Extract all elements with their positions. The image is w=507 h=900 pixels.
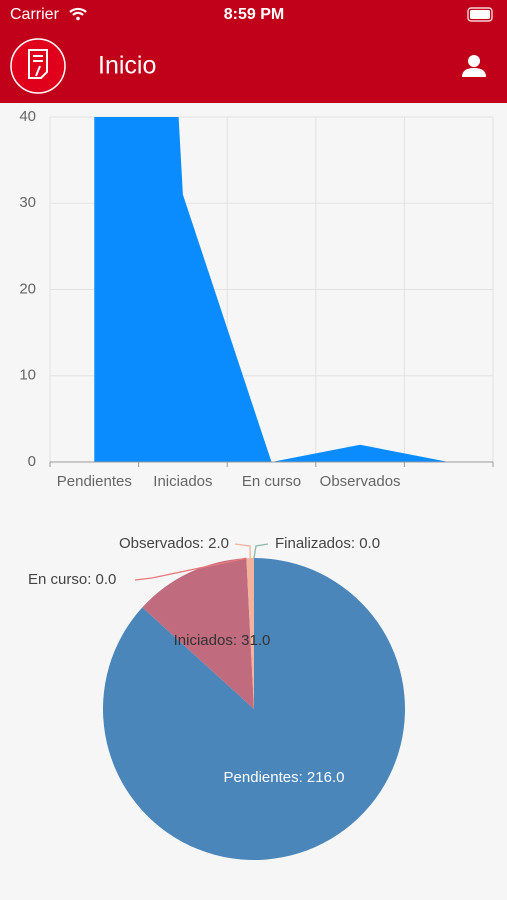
slice-label: Observados: 2.0 [119, 535, 229, 552]
logo-glyph [28, 49, 48, 79]
leader-line [234, 543, 251, 559]
clock: 8:59 PM [224, 6, 284, 23]
wifi-icon [69, 7, 87, 16]
slice-label: Iniciados: 31.0 [174, 632, 271, 649]
app-bar-bg [0, 0, 507, 103]
app-logo[interactable] [10, 38, 66, 94]
carrier: Carrier [10, 6, 60, 23]
slice-label: En curso: 0.0 [28, 571, 116, 588]
app-title: Inicio [98, 52, 156, 80]
x-tick-label: En curso [242, 473, 301, 490]
y-tick-label: 10 [19, 367, 36, 384]
y-tick-label: 0 [28, 453, 36, 470]
slice-label: Finalizados: 0.0 [275, 535, 380, 552]
battery-level [470, 10, 490, 19]
y-tick-label: 20 [19, 280, 36, 297]
wifi-dot [76, 16, 80, 21]
profile-body[interactable] [462, 68, 486, 77]
profile-head[interactable] [468, 55, 480, 67]
leader-line [134, 557, 247, 581]
pie-slice [246, 558, 254, 709]
pie-slice [102, 558, 405, 860]
area [94, 117, 449, 462]
leader-line [253, 543, 269, 559]
x-tick-label: Pendientes [57, 473, 132, 490]
battery [467, 7, 493, 22]
x-tick-label: Iniciados [153, 473, 212, 490]
pie-slice [142, 558, 254, 709]
x-tick-label: Observados [320, 473, 401, 490]
y-tick-label: 30 [19, 194, 36, 211]
y-tick-label: 40 [19, 108, 36, 125]
slice-label: Pendientes: 216.0 [224, 769, 345, 786]
